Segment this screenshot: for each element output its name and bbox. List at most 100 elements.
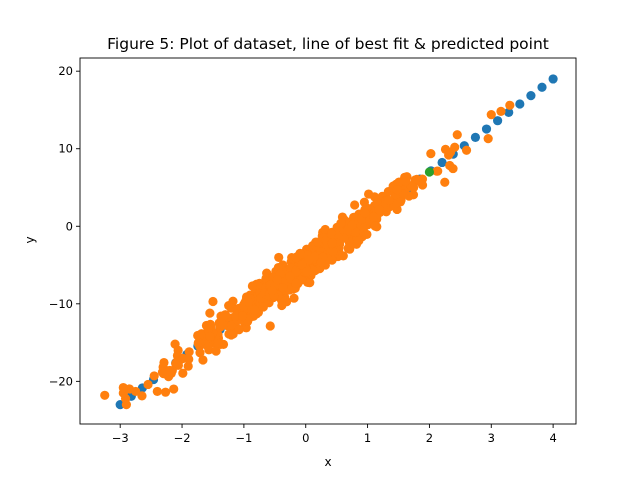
data-point [149,371,159,381]
data-point [278,283,288,293]
fit-line-point [515,99,525,109]
data-point [400,176,411,186]
fit-line-point [548,74,558,84]
data-point [195,348,205,358]
data-point [169,384,179,394]
data-point [265,321,275,331]
x-axis-label: x [324,455,331,469]
data-point [370,221,380,231]
data-point [198,355,208,365]
data-point [205,308,215,318]
data-point [183,361,193,371]
data-point [327,229,337,239]
fit-line-point [437,157,447,168]
data-point [211,346,221,356]
data-point [369,212,379,222]
data-point [258,302,268,312]
fit-line-point [526,91,536,101]
data-point [336,218,346,228]
x-tick-label: 1 [364,431,371,445]
data-point [226,330,236,340]
data-point [152,386,162,397]
data-point [285,271,295,281]
data-point [238,311,248,321]
data-point [196,329,207,339]
data-point [304,255,314,265]
data-point [291,278,301,288]
data-point [160,387,171,397]
data-point [350,200,360,210]
data-point [131,386,141,397]
fit-line-point [493,116,503,126]
data-point [247,281,258,291]
data-point [445,147,456,157]
data-point [231,311,241,321]
data-point [184,354,194,364]
x-tick-label: −3 [112,431,129,445]
x-tick-label: 2 [426,431,433,445]
data-point [412,174,422,184]
plot-area [100,74,558,410]
data-point [297,259,307,270]
y-tick-label: 20 [58,64,73,78]
data-point [274,252,284,263]
data-point [486,110,496,120]
data-point [347,220,357,230]
data-point [267,285,277,296]
data-point [277,300,287,311]
data-point [433,166,443,176]
data-point [354,236,364,246]
x-tick-label: 0 [302,431,309,445]
data-point [316,258,327,268]
data-point [302,267,312,277]
data-point [448,163,458,174]
data-point [505,100,515,110]
data-point [461,145,472,155]
fit-line-point [537,82,547,92]
x-tick-label: −2 [174,431,191,445]
data-point [272,274,283,285]
fit-line-point [470,132,481,142]
data-point [243,297,253,307]
data-point [328,246,338,256]
fit-line-point [481,124,492,134]
data-point [362,229,372,240]
data-point [121,400,131,410]
data-point [440,177,450,187]
data-point [398,189,409,199]
data-point [184,347,194,357]
data-point [426,149,436,159]
data-point [305,278,315,288]
x-tick-label: 4 [549,431,556,445]
data-point [165,365,175,376]
data-point [203,342,213,352]
data-point [205,331,215,341]
data-point [345,242,355,252]
data-point [208,296,218,307]
x-tick-label: −1 [235,431,252,445]
data-point [313,237,323,247]
data-point [295,248,305,258]
data-point [327,238,338,248]
data-point [250,305,260,315]
data-point [360,208,370,218]
x-tick-label: 3 [488,431,495,445]
data-point [417,180,428,190]
data-point [483,134,493,144]
data-point [170,339,180,349]
fit-line-point [504,107,514,117]
data-point [118,382,128,393]
data-point [193,337,204,348]
y-tick-label: 10 [58,142,73,156]
data-point [100,390,110,400]
data-point [374,205,384,215]
data-point [220,310,230,320]
data-point [178,368,188,378]
data-point [392,185,402,195]
y-tick-label: −10 [49,297,73,311]
data-point [203,324,213,334]
data-point [143,379,153,390]
axes-frame [79,57,577,425]
